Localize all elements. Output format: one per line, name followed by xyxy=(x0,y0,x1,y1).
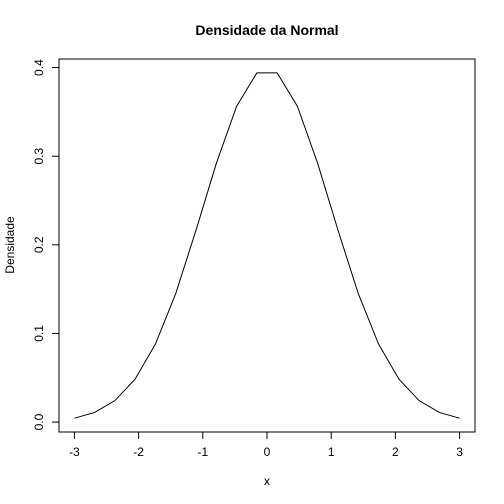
x-tick-label: 1 xyxy=(328,445,335,459)
x-tick-label: -3 xyxy=(69,445,80,459)
y-tick-label: 0.1 xyxy=(32,325,46,342)
chart-title: Densidade da Normal xyxy=(195,22,338,38)
y-tick-label: 0.0 xyxy=(32,413,46,430)
x-tick-label: 3 xyxy=(456,445,463,459)
x-tick-label: 0 xyxy=(264,445,271,459)
plot-box xyxy=(58,58,476,433)
y-tick-label: 0.4 xyxy=(32,59,46,76)
x-tick-label: 2 xyxy=(392,445,399,459)
y-axis: 0.0 0.1 0.2 0.3 0.4 xyxy=(32,59,60,430)
x-axis-label: x xyxy=(264,474,270,488)
x-tick-label: -2 xyxy=(133,445,144,459)
y-axis-label: Densidade xyxy=(3,216,17,274)
x-axis: -3 -2 -1 0 1 2 3 xyxy=(69,431,463,459)
y-tick-label: 0.2 xyxy=(32,236,46,253)
y-tick-label: 0.3 xyxy=(32,148,46,165)
x-tick-label: -1 xyxy=(197,445,208,459)
density-curve xyxy=(74,72,460,419)
